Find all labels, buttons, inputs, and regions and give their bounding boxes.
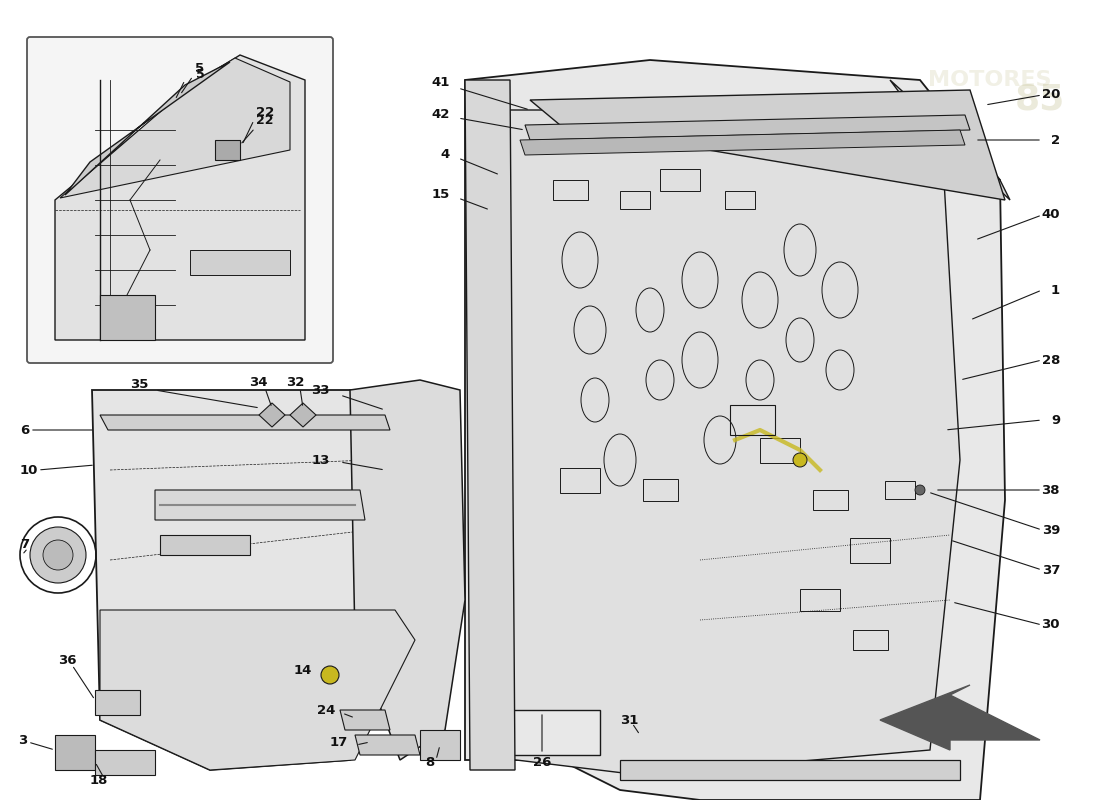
Circle shape — [43, 540, 73, 570]
Bar — [813, 490, 848, 510]
Text: 22: 22 — [256, 114, 274, 126]
Polygon shape — [465, 60, 1005, 800]
Polygon shape — [525, 115, 970, 140]
Polygon shape — [290, 403, 316, 427]
Polygon shape — [100, 415, 390, 430]
Polygon shape — [620, 760, 960, 780]
Polygon shape — [92, 390, 415, 770]
Text: 8: 8 — [425, 755, 435, 769]
Text: 39: 39 — [1042, 523, 1060, 537]
Polygon shape — [258, 403, 285, 427]
Text: 18: 18 — [90, 774, 109, 786]
Bar — [553, 180, 588, 200]
Bar — [760, 438, 800, 463]
Text: 2: 2 — [1050, 134, 1060, 146]
Polygon shape — [880, 685, 1040, 750]
Text: 32: 32 — [286, 377, 305, 390]
Text: 10: 10 — [20, 463, 38, 477]
Text: 40: 40 — [1042, 209, 1060, 222]
Bar — [852, 630, 888, 650]
Text: 37: 37 — [1042, 563, 1060, 577]
Polygon shape — [340, 710, 390, 730]
Text: 5: 5 — [196, 62, 205, 74]
Text: 26: 26 — [532, 755, 551, 769]
Bar — [800, 589, 840, 611]
Polygon shape — [475, 110, 960, 775]
Polygon shape — [520, 130, 965, 155]
Bar — [620, 191, 650, 209]
Text: 35: 35 — [130, 378, 148, 391]
Text: 15: 15 — [431, 189, 450, 202]
Text: 3: 3 — [18, 734, 28, 746]
Text: 7: 7 — [20, 538, 29, 551]
Polygon shape — [890, 80, 1010, 200]
Text: 5: 5 — [196, 69, 205, 82]
Text: MOTORES: MOTORES — [736, 218, 983, 262]
Text: 24: 24 — [317, 703, 336, 717]
Text: 42: 42 — [431, 109, 450, 122]
Polygon shape — [100, 295, 155, 340]
Text: 38: 38 — [1042, 483, 1060, 497]
Text: a passion for
motoring85: a passion for motoring85 — [588, 394, 771, 446]
Text: 34: 34 — [249, 377, 267, 390]
Text: 30: 30 — [1042, 618, 1060, 631]
Circle shape — [793, 453, 807, 467]
Text: 9: 9 — [1050, 414, 1060, 426]
Text: MOTORES: MOTORES — [928, 70, 1052, 90]
Polygon shape — [65, 62, 230, 195]
Polygon shape — [480, 710, 600, 755]
Text: 17: 17 — [330, 735, 348, 749]
FancyBboxPatch shape — [28, 37, 333, 363]
Text: 31: 31 — [620, 714, 638, 726]
Polygon shape — [355, 735, 420, 755]
Text: 13: 13 — [311, 454, 330, 466]
Text: 41: 41 — [431, 75, 450, 89]
Polygon shape — [160, 535, 250, 555]
Polygon shape — [420, 730, 460, 760]
Text: 6: 6 — [20, 423, 30, 437]
Polygon shape — [350, 380, 465, 760]
Bar — [850, 538, 890, 563]
Text: 1: 1 — [1050, 283, 1060, 297]
Polygon shape — [55, 735, 95, 770]
Bar — [725, 191, 755, 209]
Polygon shape — [100, 610, 415, 770]
Circle shape — [30, 527, 86, 583]
Polygon shape — [214, 140, 240, 160]
Text: 4: 4 — [441, 149, 450, 162]
Text: 36: 36 — [58, 654, 77, 666]
Bar — [644, 479, 678, 501]
Bar — [560, 468, 600, 493]
Text: 22: 22 — [256, 106, 274, 118]
Circle shape — [321, 666, 339, 684]
Text: 85: 85 — [1015, 83, 1065, 117]
Polygon shape — [95, 750, 155, 775]
Text: 20: 20 — [1042, 89, 1060, 102]
Polygon shape — [95, 690, 140, 715]
Circle shape — [915, 485, 925, 495]
Polygon shape — [465, 80, 515, 770]
Text: 33: 33 — [311, 383, 330, 397]
Text: 14: 14 — [294, 663, 312, 677]
Polygon shape — [530, 90, 1005, 200]
Polygon shape — [60, 58, 290, 198]
Text: 28: 28 — [1042, 354, 1060, 366]
Polygon shape — [190, 250, 290, 275]
Polygon shape — [55, 55, 305, 340]
Bar — [660, 169, 700, 191]
Polygon shape — [155, 490, 365, 520]
Bar — [886, 481, 915, 499]
